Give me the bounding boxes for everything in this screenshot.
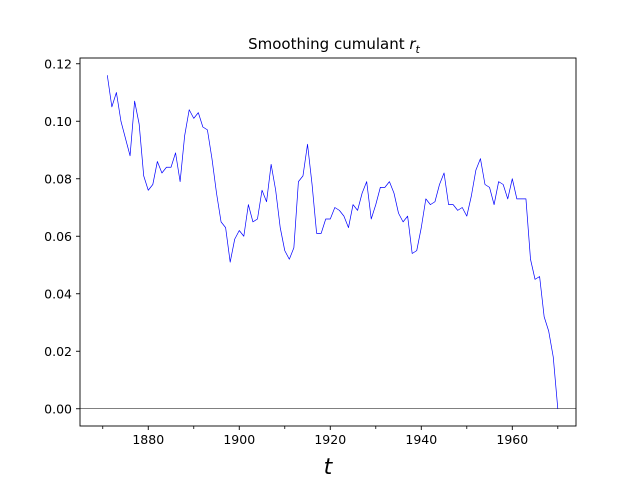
x-tick-label: 1900 <box>223 432 255 447</box>
x-tick-label: 1920 <box>314 432 346 447</box>
x-tick-label: 1880 <box>132 432 164 447</box>
y-tick-label: 0.10 <box>44 114 72 129</box>
x-tick-label: 1940 <box>405 432 437 447</box>
series-line <box>106 75 559 409</box>
plot-frame <box>79 57 577 427</box>
chart-title: Smoothing cumulant rt <box>248 35 420 56</box>
series-group <box>106 75 559 409</box>
y-tick-label: 0.06 <box>44 229 72 244</box>
y-axis: 0.00 0.02 0.04 0.06 0.08 0.10 0.12 <box>44 56 80 416</box>
y-tick-label: 0.08 <box>44 171 72 186</box>
x-axis: 1880 1900 1920 1940 1960 <box>102 426 559 447</box>
y-tick-label: 0.00 <box>44 401 72 416</box>
y-tick-label: 0.04 <box>44 286 72 301</box>
y-tick-label: 0.02 <box>44 344 72 359</box>
x-tick-label: 1960 <box>496 432 528 447</box>
x-axis-label: t <box>324 455 334 480</box>
y-tick-label: 0.12 <box>44 56 72 71</box>
